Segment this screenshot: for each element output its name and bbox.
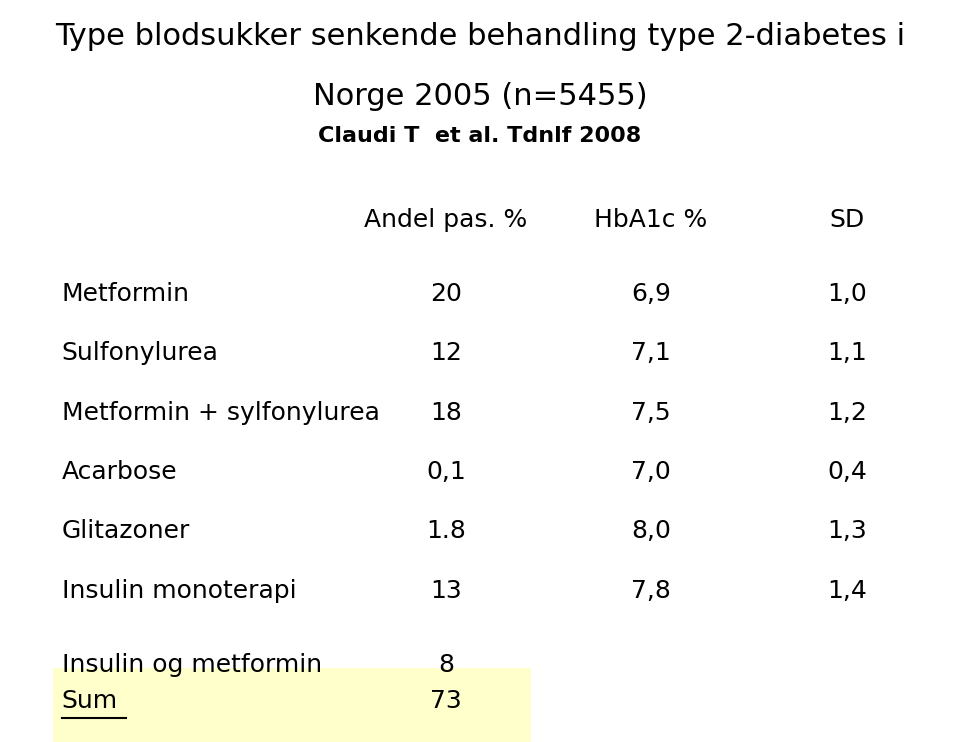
Text: Norge 2005 (n=5455): Norge 2005 (n=5455)	[313, 82, 647, 111]
Text: 1,3: 1,3	[828, 519, 867, 543]
Text: 1,4: 1,4	[828, 579, 867, 603]
Text: Type blodsukker senkende behandling type 2-diabetes i: Type blodsukker senkende behandling type…	[55, 22, 905, 51]
Text: Sulfonylurea: Sulfonylurea	[61, 341, 219, 365]
Text: 18: 18	[430, 401, 462, 424]
Text: 7,8: 7,8	[631, 579, 671, 603]
Text: Insulin monoterapi: Insulin monoterapi	[61, 579, 297, 603]
Text: Andel pas. %: Andel pas. %	[364, 208, 527, 232]
Text: 6,9: 6,9	[631, 282, 671, 306]
Text: Metformin + sylfonylurea: Metformin + sylfonylurea	[61, 401, 379, 424]
Text: 1,0: 1,0	[828, 282, 867, 306]
Text: 8: 8	[438, 653, 454, 677]
Text: 20: 20	[430, 282, 462, 306]
Text: SD: SD	[829, 208, 865, 232]
Text: 7,0: 7,0	[631, 460, 671, 484]
Text: Glitazoner: Glitazoner	[61, 519, 190, 543]
Text: Insulin og metformin: Insulin og metformin	[61, 653, 322, 677]
Text: 0,4: 0,4	[828, 460, 867, 484]
Text: 1,1: 1,1	[828, 341, 867, 365]
Text: Claudi T  et al. Tdnlf 2008: Claudi T et al. Tdnlf 2008	[319, 126, 641, 146]
Text: 0,1: 0,1	[426, 460, 466, 484]
Text: 8,0: 8,0	[631, 519, 671, 543]
Text: 12: 12	[430, 341, 462, 365]
Text: 1.8: 1.8	[426, 519, 466, 543]
Text: Sum: Sum	[61, 689, 118, 713]
Text: Acarbose: Acarbose	[61, 460, 178, 484]
Text: Metformin: Metformin	[61, 282, 190, 306]
Text: 13: 13	[430, 579, 462, 603]
Text: 7,1: 7,1	[631, 341, 671, 365]
Text: 1,2: 1,2	[828, 401, 867, 424]
Text: 7,5: 7,5	[631, 401, 671, 424]
Text: HbA1c %: HbA1c %	[594, 208, 708, 232]
Text: 73: 73	[430, 689, 462, 713]
